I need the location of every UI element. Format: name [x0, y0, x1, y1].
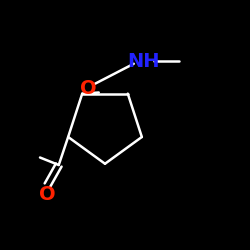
Text: O: O — [39, 186, 56, 204]
Text: NH: NH — [128, 52, 160, 71]
Text: O: O — [80, 79, 97, 98]
